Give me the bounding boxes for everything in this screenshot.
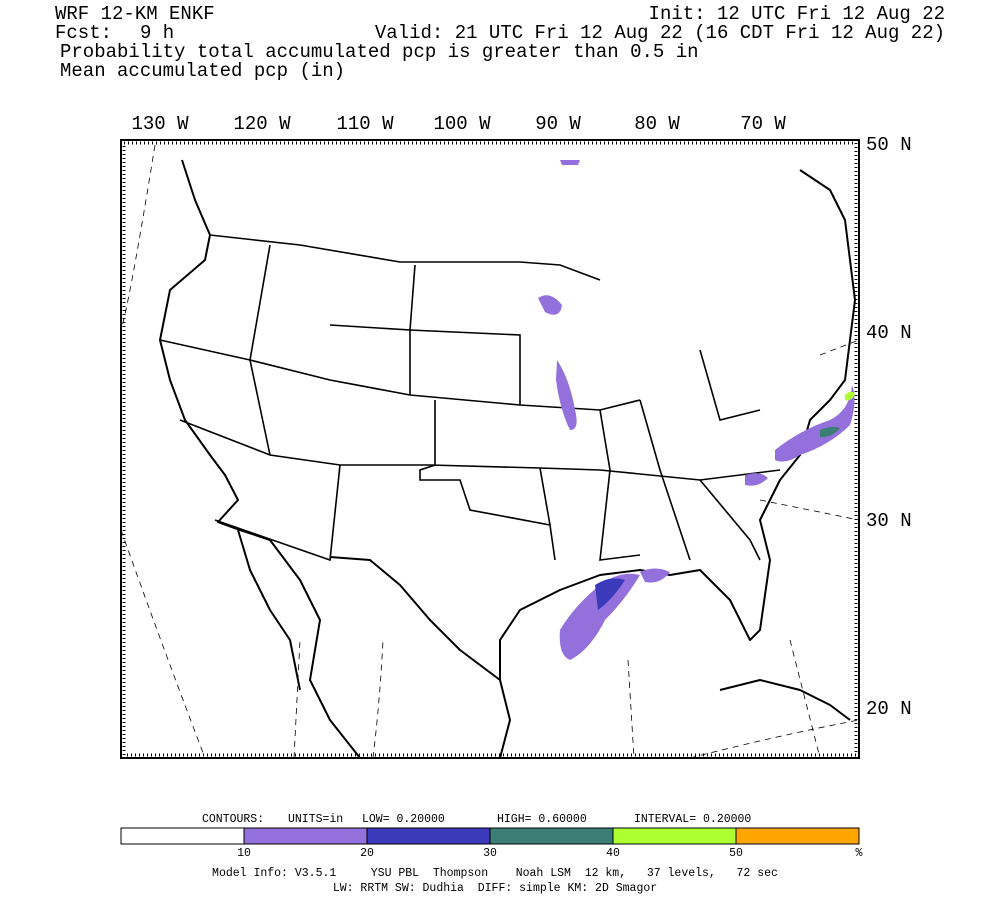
coastline xyxy=(159,159,856,759)
latitude-label: 30 N xyxy=(866,510,912,532)
contours-units: UNITS=in xyxy=(288,813,343,826)
colorbar-tick-label: 50 xyxy=(729,847,743,860)
colorbar-swatch xyxy=(243,827,368,845)
colorbar-swatch xyxy=(120,827,245,845)
colorbar-swatch xyxy=(366,827,491,845)
map-frame xyxy=(120,139,860,759)
colorbar-swatch xyxy=(489,827,614,845)
model-info: Model Info: V3.5.1 YSU PBL Thompson Noah… xyxy=(212,867,778,880)
field-description: Probability total accumulated pcp is gre… xyxy=(60,41,699,63)
precip-areas xyxy=(538,160,855,660)
contours-interval: INTERVAL= 0.20000 xyxy=(634,813,751,826)
colorbar-swatch xyxy=(612,827,737,845)
colorbar: 10 20 30 40 50% xyxy=(120,827,863,860)
forecast-label: Fcst: xyxy=(55,22,112,44)
map xyxy=(120,139,860,759)
colorbar-tick-label: 30 xyxy=(483,847,497,860)
colorbar-tick-label: 10 xyxy=(237,847,251,860)
longitude-label: 120 W xyxy=(233,113,291,135)
field-description: Mean accumulated pcp (in) xyxy=(60,60,345,82)
longitude-label: 80 W xyxy=(634,113,680,135)
latitude-label: 50 N xyxy=(866,134,912,156)
colorbar-tick-label: 40 xyxy=(606,847,620,860)
graticule xyxy=(120,144,860,759)
colorbar-tick-label: 20 xyxy=(360,847,374,860)
valid-time: Valid: 21 UTC Fri 12 Aug 22 (16 CDT Fri … xyxy=(375,22,945,44)
model-name: WRF 12-KM ENKF xyxy=(55,3,215,25)
contours-label: CONTOURS: xyxy=(202,813,264,826)
state-borders xyxy=(159,234,781,562)
longitude-label: 110 W xyxy=(336,113,394,135)
longitude-label: 70 W xyxy=(740,113,786,135)
forecast-hour: 9 h xyxy=(140,22,174,44)
colorbar-swatch xyxy=(735,827,860,845)
contours-low: LOW= 0.20000 xyxy=(362,813,445,826)
latitude-labels: 50 N 40 N 30 N 20 N xyxy=(866,134,912,720)
latitude-label: 40 N xyxy=(866,322,912,344)
contours-high: HIGH= 0.60000 xyxy=(497,813,587,826)
longitude-labels: 130 W 120 W 110 W 100 W 90 W 80 W 70 W xyxy=(131,113,786,135)
init-time: Init: 12 UTC Fri 12 Aug 22 xyxy=(649,3,945,25)
colorbar-unit: % xyxy=(856,847,863,860)
model-physics: LW: RRTM SW: Dudhia DIFF: simple KM: 2D … xyxy=(333,882,657,895)
longitude-label: 90 W xyxy=(535,113,581,135)
longitude-label: 130 W xyxy=(131,113,189,135)
latitude-label: 20 N xyxy=(866,698,912,720)
longitude-label: 100 W xyxy=(433,113,491,135)
